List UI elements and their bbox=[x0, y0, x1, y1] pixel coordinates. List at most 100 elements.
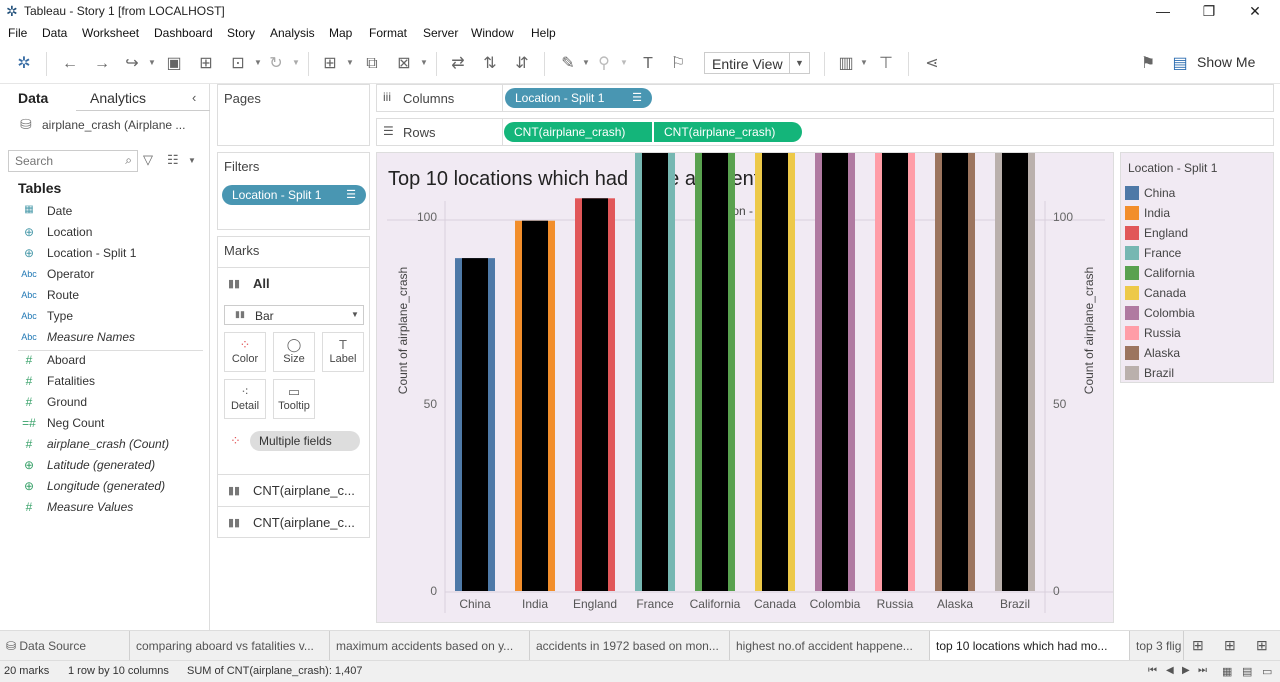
field-neg-count[interactable]: =# Neg Count bbox=[0, 413, 209, 434]
field-route[interactable]: Abc Route bbox=[21, 288, 80, 302]
marks-all-tab[interactable]: ▮▮ All bbox=[218, 267, 369, 299]
legend-item[interactable]: Alaska bbox=[1125, 343, 1273, 363]
sheet-tab[interactable]: highest no.of accident happene... bbox=[730, 631, 930, 661]
color-button[interactable]: ⁘ Color bbox=[224, 332, 266, 372]
chevron-down-icon[interactable]: ▼ bbox=[188, 156, 196, 165]
sort-descending-icon[interactable]: ⇵ bbox=[515, 55, 529, 72]
field-aboard[interactable]: # Aboard bbox=[0, 350, 209, 371]
new-datasource-icon[interactable]: ⊞ bbox=[199, 55, 213, 72]
sheet-tab[interactable]: maximum accidents based on y... bbox=[330, 631, 530, 661]
legend-item[interactable]: Canada bbox=[1125, 283, 1273, 303]
signpost-icon[interactable]: ⚑ bbox=[1140, 55, 1156, 72]
view-options-icon[interactable]: ☷ bbox=[167, 152, 179, 167]
next-sheet-icon[interactable]: ▶ bbox=[1182, 665, 1190, 676]
legend-item[interactable]: China bbox=[1125, 183, 1273, 203]
presentation-mode-icon[interactable]: ⊤ bbox=[879, 55, 893, 72]
chevron-down-icon[interactable]: ▼ bbox=[346, 58, 354, 67]
chevron-down-icon[interactable]: ▼ bbox=[620, 58, 628, 67]
chevron-down-icon[interactable]: ▼ bbox=[582, 58, 590, 67]
group-members-icon[interactable]: ⚲ bbox=[598, 55, 610, 72]
show-hide-cards-icon[interactable]: ▥ bbox=[838, 55, 854, 72]
tooltip-button[interactable]: ▭ Tooltip bbox=[273, 379, 315, 419]
field-measure-names[interactable]: Abc Measure Names bbox=[21, 330, 136, 344]
menu-dashboard[interactable]: Dashboard bbox=[154, 26, 213, 40]
size-button[interactable]: ◯ Size bbox=[273, 332, 315, 372]
replay-icon[interactable]: ↪ bbox=[125, 55, 139, 72]
chevron-down-icon[interactable]: ▼ bbox=[789, 53, 809, 73]
save-icon[interactable]: ▣ bbox=[166, 55, 182, 72]
sheet-tab[interactable]: comparing aboard vs fatalities v... bbox=[130, 631, 330, 661]
menu-server[interactable]: Server bbox=[423, 26, 459, 40]
detail-button[interactable]: ⁖ Detail bbox=[224, 379, 266, 419]
field-longitude-generated[interactable]: ⊕ Longitude (generated) bbox=[0, 476, 209, 497]
minimize-button[interactable]: — bbox=[1156, 3, 1170, 19]
menu-story[interactable]: Story bbox=[227, 26, 256, 40]
redo-icon[interactable]: → bbox=[94, 55, 110, 72]
view-mode-select[interactable]: Entire View ▼ bbox=[704, 52, 810, 74]
sheet-tab[interactable]: top 3 flig bbox=[1130, 631, 1184, 661]
chevron-down-icon[interactable]: ▼ bbox=[254, 58, 262, 67]
multiple-fields-pill[interactable]: Multiple fields bbox=[250, 431, 360, 451]
show-me-button[interactable]: Show Me bbox=[1197, 54, 1256, 70]
field-type[interactable]: Abc Type bbox=[21, 309, 74, 323]
legend-item[interactable]: India bbox=[1125, 203, 1273, 223]
tab-data[interactable]: Data bbox=[18, 90, 49, 106]
menu-help[interactable]: Help bbox=[531, 26, 556, 40]
menu-window[interactable]: Window bbox=[471, 26, 514, 40]
search-icon[interactable]: ⌕ bbox=[125, 153, 132, 167]
new-worksheet-icon[interactable]: ⊞ bbox=[323, 55, 337, 72]
swap-rows-columns-icon[interactable]: ⇄ bbox=[451, 55, 465, 72]
rows-pill-cnt-2[interactable]: CNT(airplane_crash) bbox=[654, 122, 802, 142]
undo-icon[interactable]: ← bbox=[62, 55, 78, 72]
field-measure-values[interactable]: # Measure Values bbox=[0, 497, 209, 518]
menu-data[interactable]: Data bbox=[42, 26, 68, 40]
new-worksheet-icon[interactable]: ⊞ bbox=[1192, 637, 1204, 653]
field-location-split-1[interactable]: ⊕ Location - Split 1 bbox=[0, 243, 209, 264]
marks-row-cnt-1[interactable]: ▮▮ CNT(airplane_c... bbox=[218, 474, 369, 506]
legend-item[interactable]: California bbox=[1125, 263, 1273, 283]
filter-icon[interactable]: ▽ bbox=[143, 152, 153, 167]
field-operator[interactable]: Abc Operator bbox=[21, 267, 95, 281]
tab-analytics[interactable]: Analytics bbox=[90, 90, 147, 106]
share-icon[interactable]: ⋖ bbox=[925, 55, 939, 72]
sort-ascending-icon[interactable]: ⇅ bbox=[483, 55, 497, 72]
legend-item[interactable]: Colombia bbox=[1125, 303, 1273, 323]
menu-analysis[interactable]: Analysis bbox=[270, 26, 315, 40]
field-latitude-generated[interactable]: ⊕ Latitude (generated) bbox=[0, 455, 209, 476]
show-mark-labels-icon[interactable]: T bbox=[643, 55, 653, 72]
first-sheet-icon[interactable]: ⏮ bbox=[1148, 665, 1157, 676]
tableau-home-icon[interactable]: ✲ bbox=[17, 55, 31, 72]
collapse-pane-icon[interactable]: ‹ bbox=[192, 90, 197, 105]
last-sheet-icon[interactable]: ⏭ bbox=[1198, 665, 1207, 676]
sheet-tab[interactable]: accidents in 1972 based on mon... bbox=[530, 631, 730, 661]
sheet-tab-active[interactable]: top 10 locations which had mo... bbox=[930, 631, 1130, 661]
chevron-down-icon[interactable]: ▼ bbox=[860, 58, 868, 67]
filter-pill-location-split-1[interactable]: Location - Split 1 ☰ bbox=[222, 185, 366, 205]
legend-item[interactable]: England bbox=[1125, 223, 1273, 243]
datasource-name[interactable]: airplane_crash (Airplane ... bbox=[42, 118, 186, 132]
field-fatalities[interactable]: # Fatalities bbox=[0, 371, 209, 392]
field-airplane-crash-count[interactable]: # airplane_crash (Count) bbox=[0, 434, 209, 455]
clear-sheet-icon[interactable]: ⊠ bbox=[397, 55, 411, 72]
chevron-down-icon[interactable]: ▼ bbox=[420, 58, 428, 67]
rows-pill-cnt-1[interactable]: CNT(airplane_crash) bbox=[504, 122, 652, 142]
marks-row-cnt-2[interactable]: ▮▮ CNT(airplane_c... bbox=[218, 506, 369, 538]
search-box[interactable]: ⌕ bbox=[8, 150, 138, 172]
highlight-icon[interactable]: ✎ bbox=[561, 55, 575, 72]
new-story-icon[interactable]: ⊞ bbox=[1256, 637, 1268, 653]
mark-type-select[interactable]: ▮▮ Bar ▼ bbox=[224, 305, 364, 325]
refresh-icon[interactable]: ↻ bbox=[269, 55, 283, 72]
duplicate-sheet-icon[interactable]: ⧉ bbox=[366, 55, 378, 72]
legend-item[interactable]: France bbox=[1125, 243, 1273, 263]
menu-format[interactable]: Format bbox=[369, 26, 408, 40]
show-me-icon[interactable]: ▤ bbox=[1172, 55, 1188, 72]
menu-worksheet[interactable]: Worksheet bbox=[82, 26, 140, 40]
prev-sheet-icon[interactable]: ◀ bbox=[1166, 665, 1174, 676]
pause-updates-icon[interactable]: ⊡ bbox=[231, 55, 245, 72]
tab-view-icon[interactable]: ▭ bbox=[1262, 666, 1273, 678]
close-button[interactable]: ✕ bbox=[1249, 3, 1261, 19]
field-ground[interactable]: # Ground bbox=[0, 392, 209, 413]
chevron-down-icon[interactable]: ▼ bbox=[292, 58, 300, 67]
restore-button[interactable]: ❐ bbox=[1202, 3, 1216, 19]
chart-view[interactable]: Top 10 locations which had more accident… bbox=[376, 152, 1114, 623]
